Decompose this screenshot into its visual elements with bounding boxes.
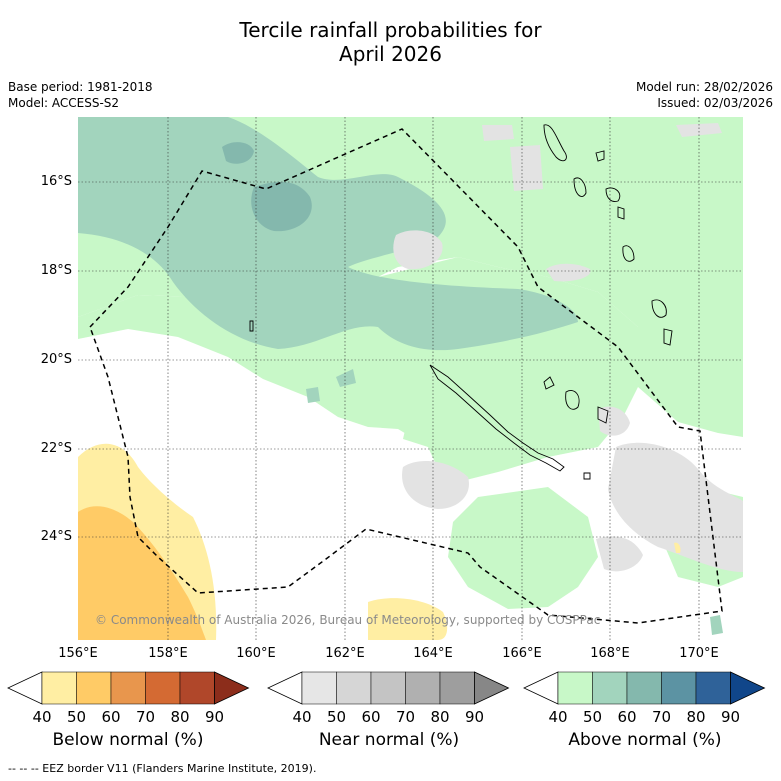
colorbar-1-over-arrow xyxy=(474,671,510,705)
colorbar-0-under-arrow xyxy=(7,671,43,705)
colorbar-2: 40 50 60 70 80 90 xyxy=(523,671,766,726)
colorbar-1-tick-5: 90 xyxy=(465,708,484,726)
lat-label-18s: 18°S xyxy=(40,263,72,278)
colorbar-0-segment-1 xyxy=(76,671,112,705)
below-normal-60-70-region xyxy=(78,506,206,640)
above-normal-60-70-region xyxy=(78,117,723,635)
near-normal-region xyxy=(393,123,743,572)
map-title: Tercile rainfall probabilities for April… xyxy=(0,18,781,66)
above-normal-70-80-region xyxy=(222,142,312,232)
colorbar-0-tick-0: 40 xyxy=(32,708,51,726)
colorbar-title-above: Above normal (%) xyxy=(568,730,722,750)
model-run: Model run: 28/02/2026 xyxy=(635,80,773,94)
lon-label-162e: 162°E xyxy=(325,646,365,661)
colorbar-0-tick-3: 70 xyxy=(136,708,155,726)
colorbar-2-tick-0: 40 xyxy=(548,708,567,726)
colorbar-2-tick-5: 90 xyxy=(721,708,740,726)
colorbar-1-tick-2: 60 xyxy=(361,708,380,726)
colorbar-0-tick-1: 50 xyxy=(67,708,86,726)
colorbar-title-below: Below normal (%) xyxy=(52,730,204,750)
colorbar-0-segment-2 xyxy=(110,671,146,705)
eez-border xyxy=(89,128,723,624)
lat-label-20s: 20°S xyxy=(40,352,72,367)
colorbar-0-segment-4 xyxy=(179,671,215,705)
colorbar-1: 40 50 60 70 80 90 xyxy=(267,671,510,726)
colorbar-2-tick-1: 50 xyxy=(583,708,602,726)
colorbar-legend: 40 50 60 70 80 90 40 50 60 70 80 90 40 50 60 70 80 90 xyxy=(7,671,766,726)
colorbar-1-tick-4: 80 xyxy=(430,708,449,726)
coastlines xyxy=(249,124,673,480)
colorbar-2-tick-2: 60 xyxy=(617,708,636,726)
lon-label-160e: 160°E xyxy=(236,646,276,661)
model-name: Model: ACCESS-S2 xyxy=(8,96,120,110)
lon-label-168e: 168°E xyxy=(590,646,630,661)
lon-label-164e: 164°E xyxy=(413,646,453,661)
colorbar-0-segment-3 xyxy=(145,671,181,705)
colorbar-1-tick-1: 50 xyxy=(327,708,346,726)
colorbar-0-tick-5: 90 xyxy=(205,708,224,726)
colorbar-2-over-arrow xyxy=(730,671,766,705)
probability-map xyxy=(78,117,743,640)
colorbar-1-segment-3 xyxy=(405,671,441,705)
colorbar-2-segment-4 xyxy=(695,671,731,705)
colorbar-0-over-arrow xyxy=(214,671,250,705)
colorbar-1-segment-1 xyxy=(336,671,372,705)
colorbar-0-segment-0 xyxy=(41,671,77,705)
vanuatu-island xyxy=(543,124,567,162)
lon-label-170e: 170°E xyxy=(679,646,719,661)
colorbar-1-tick-3: 70 xyxy=(396,708,415,726)
colorbar-1-segment-4 xyxy=(439,671,475,705)
colorbar-2-segment-3 xyxy=(661,671,697,705)
colorbar-1-tick-0: 40 xyxy=(292,708,311,726)
colorbar-0-tick-2: 60 xyxy=(101,708,120,726)
colorbar-2-tick-3: 70 xyxy=(652,708,671,726)
meta-left: Base period: 1981-2018 Model: ACCESS-S2 xyxy=(8,79,153,111)
colorbar-2-under-arrow xyxy=(523,671,559,705)
graticule xyxy=(78,117,743,640)
colorbar-0-tick-4: 80 xyxy=(170,708,189,726)
lat-label-16s: 16°S xyxy=(40,174,72,189)
lon-label-166e: 166°E xyxy=(502,646,542,661)
new-caledonia-mainland xyxy=(429,364,565,472)
issued-date: Issued: 02/03/2026 xyxy=(657,96,773,110)
lon-label-158e: 158°E xyxy=(148,646,188,661)
base-period: Base period: 1981-2018 xyxy=(8,80,153,94)
colorbar-title-near: Near normal (%) xyxy=(318,730,460,750)
eez-footnote: -- -- -- EEZ border V11 (Flanders Marine… xyxy=(8,762,317,775)
colorbar-1-segment-2 xyxy=(370,671,406,705)
colorbar-2-segment-0 xyxy=(557,671,593,705)
colorbar-2-segment-1 xyxy=(592,671,628,705)
colorbar-2-tick-4: 80 xyxy=(686,708,705,726)
colorbar-1-under-arrow xyxy=(267,671,303,705)
colorbar-1-segment-0 xyxy=(301,671,337,705)
copyright-credit: © Commonwealth of Australia 2026, Bureau… xyxy=(95,613,601,627)
lat-label-24s: 24°S xyxy=(40,529,72,544)
lat-label-22s: 22°S xyxy=(40,441,72,456)
colorbar-0: 40 50 60 70 80 90 xyxy=(7,671,250,726)
title-line-1: Tercile rainfall probabilities for xyxy=(239,18,542,42)
colorbar-2-segment-2 xyxy=(626,671,662,705)
lon-label-156e: 156°E xyxy=(58,646,98,661)
title-line-2: April 2026 xyxy=(339,42,442,66)
meta-right: Model run: 28/02/2026 Issued: 02/03/2026 xyxy=(636,79,773,111)
